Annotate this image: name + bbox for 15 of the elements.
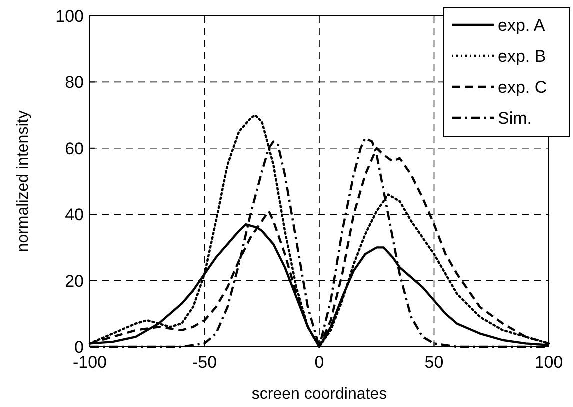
x-tick-label: 100: [534, 353, 564, 372]
x-tick-label: 50: [424, 353, 444, 372]
y-tick-label: 20: [65, 272, 84, 291]
y-tick-label: 100: [56, 7, 84, 26]
y-tick-label: 80: [65, 73, 84, 92]
legend-label: exp. C: [498, 78, 548, 97]
y-tick-label: 40: [65, 206, 84, 225]
x-tick-label: 0: [314, 353, 324, 372]
x-axis-title: screen coordinates: [252, 386, 388, 403]
y-tick-label: 60: [65, 139, 84, 158]
legend-label: exp. B: [498, 47, 546, 66]
legend-label: exp. A: [498, 16, 546, 35]
legend-label: Sim.: [498, 109, 532, 128]
y-axis-title: normalized intensity: [15, 110, 32, 252]
x-tick-label: -50: [192, 353, 218, 372]
